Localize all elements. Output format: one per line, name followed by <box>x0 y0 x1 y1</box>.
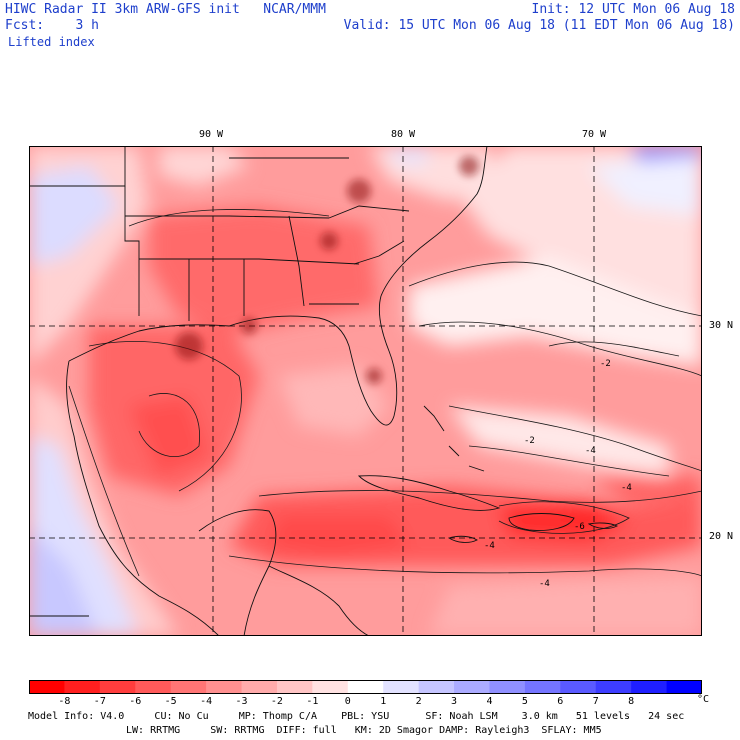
colorbar-swatch <box>135 680 172 694</box>
colorbar-swatch <box>560 680 597 694</box>
colorbar-tick-label: -8 <box>58 696 71 707</box>
contour-label: -2 <box>524 436 535 446</box>
colorbar-swatch <box>347 680 384 694</box>
colorbar-tick-label: 0 <box>344 696 351 707</box>
lon-label-70w: 70 W <box>582 129 607 140</box>
field-name: Lifted index <box>8 35 95 49</box>
strong-instability-patches <box>175 156 479 384</box>
lat-label-30n: 30 N <box>709 320 734 331</box>
contour-label: -2 <box>600 359 611 369</box>
colorbar-swatch <box>524 680 561 694</box>
colorbar-tick-label: -6 <box>129 696 142 707</box>
model-info-line2: LW: RRTMG SW: RRTMG DIFF: full KM: 2D Sm… <box>126 725 602 736</box>
coastlines <box>29 146 619 636</box>
colorbar-tick-label: 2 <box>415 696 422 707</box>
colorbar-tick-label: 8 <box>628 696 635 707</box>
colorbar-tick-label: 7 <box>592 696 599 707</box>
contour-label: -4 <box>585 446 596 456</box>
colorbar-tick-label: -4 <box>200 696 213 707</box>
colorbar-swatch <box>64 680 101 694</box>
contour-label: -4 <box>539 579 550 589</box>
colorbar-swatch <box>454 680 490 694</box>
contour-label: -4 <box>621 483 632 493</box>
colorbar-tick-label: 4 <box>486 696 493 707</box>
colorbar-unit: °C <box>696 694 710 705</box>
colorbar-swatch <box>276 680 313 694</box>
valid-time: Valid: 15 UTC Mon 06 Aug 18 (11 EDT Mon … <box>343 18 735 33</box>
colorbar-tick-label: -1 <box>306 696 319 707</box>
plot-title: HIWC Radar II 3km ARW-GFS init NCAR/MMM <box>5 2 326 17</box>
colorbar-tick-label: -3 <box>235 696 248 707</box>
colorbar-swatch <box>631 680 668 694</box>
colorbar-tick-label: -2 <box>270 696 283 707</box>
colorbar-swatch <box>418 680 455 694</box>
map-frame <box>29 146 702 636</box>
colorbar-swatch <box>666 680 702 694</box>
lon-label-80w: 80 W <box>391 129 416 140</box>
colorbar-swatch <box>595 680 632 694</box>
latlon-grid <box>29 146 702 636</box>
colorbar <box>29 680 702 694</box>
colorbar-swatch <box>489 680 526 694</box>
colorbar-swatch <box>29 680 65 694</box>
colorbar-tick-label: -7 <box>93 696 106 707</box>
colorbar-tick-label: 3 <box>451 696 458 707</box>
colorbar-swatch <box>383 680 420 694</box>
colorbar-swatch <box>312 680 349 694</box>
lat-label-20n: 20 N <box>709 531 734 542</box>
colorbar-swatch <box>206 680 243 694</box>
colorbar-tick-label: 6 <box>557 696 564 707</box>
colorbar-swatch <box>170 680 207 694</box>
forecast-hour: Fcst: 3 h <box>5 18 99 33</box>
contour-lines <box>68 209 702 577</box>
lifted-index-map: -2 -2 -4 -4 -6 -4 -4 <box>29 146 702 636</box>
contour-label: -6 <box>574 522 585 532</box>
init-time: Init: 12 UTC Mon 06 Aug 18 <box>531 2 736 17</box>
lon-label-90w: 90 W <box>199 129 224 140</box>
contour-value-labels: -2 -2 -4 -4 -6 -4 -4 <box>484 359 632 589</box>
contour-label: -4 <box>484 541 495 551</box>
colorbar-tick-label: 1 <box>380 696 387 707</box>
model-info-line1: Model Info: V4.0 CU: No Cu MP: Thomp C/A… <box>28 711 685 722</box>
colorbar-tick-label: 5 <box>521 696 528 707</box>
colorbar-frame <box>29 680 702 694</box>
colorbar-swatch <box>99 680 136 694</box>
colorbar-swatch <box>241 680 278 694</box>
colorbar-tick-label: -5 <box>164 696 177 707</box>
